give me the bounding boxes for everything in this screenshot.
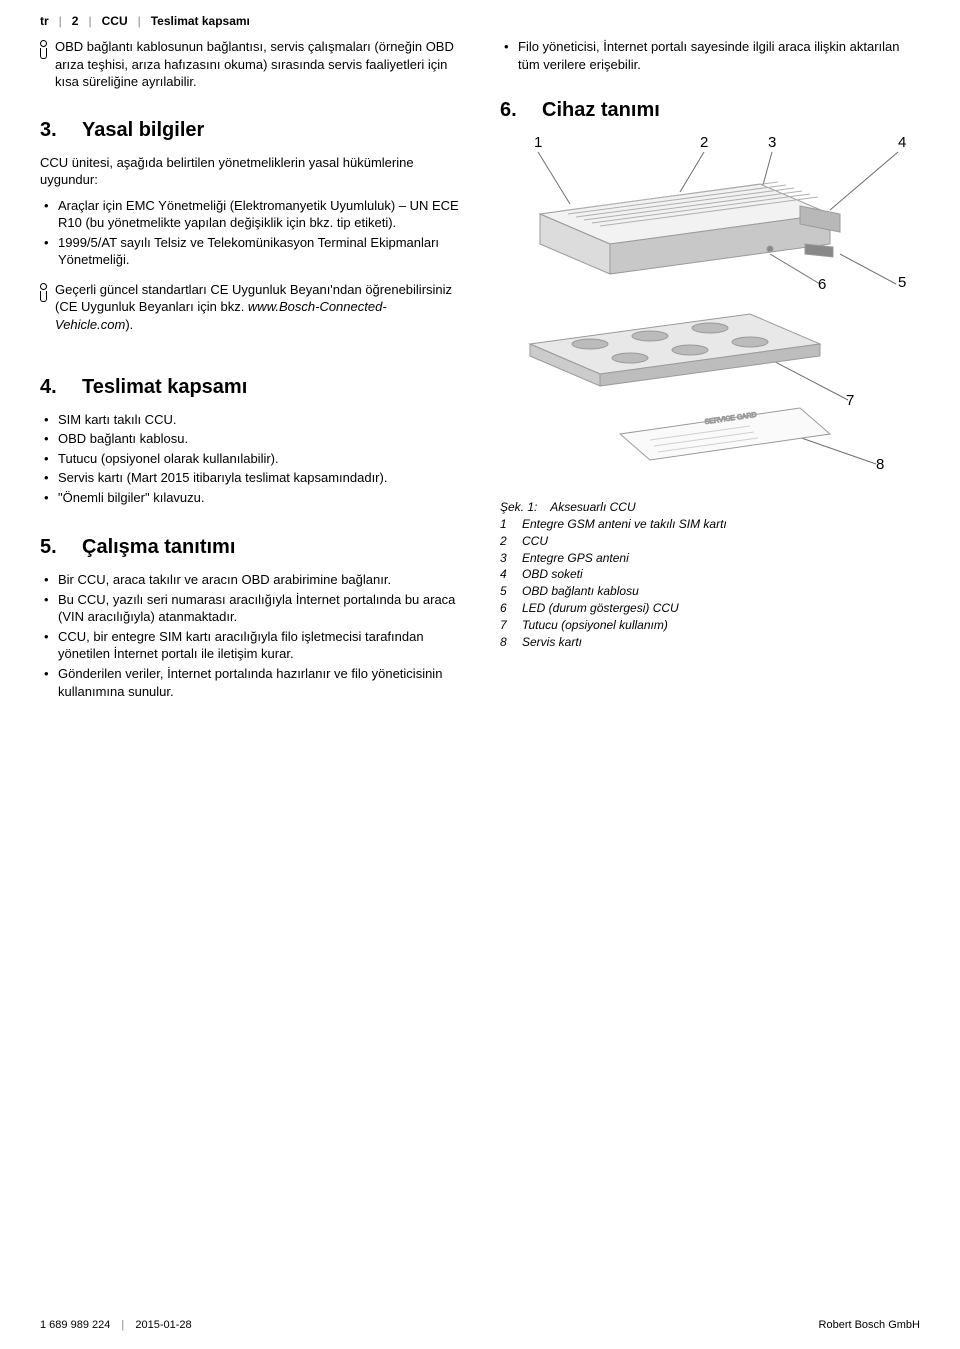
legend-row: 5 OBD bağlantı kablosu xyxy=(500,583,920,600)
legend-num: 4 xyxy=(500,566,514,583)
device-diagram: 1 2 3 4 5 6 7 8 xyxy=(500,134,920,494)
legend-text: LED (durum göstergesi) CCU xyxy=(522,600,679,617)
legend-text: Entegre GPS anteni xyxy=(522,550,629,567)
figure-legend: 1Entegre GSM anteni ve takılı SIM kartı … xyxy=(500,516,920,650)
callout-8: 8 xyxy=(876,456,884,473)
legend-num: 1 xyxy=(500,516,514,533)
footer-date: 2015-01-28 xyxy=(135,1319,191,1331)
section-4-list: SIM kartı takılı CCU. OBD bağlantı kablo… xyxy=(40,411,460,507)
legend-text: Tutucu (opsiyonel kullanım) xyxy=(522,617,668,634)
diagram-svg: SERVICE CARD xyxy=(500,134,920,494)
section-title: Çalışma tanıtımı xyxy=(82,536,235,558)
legend-num: 6 xyxy=(500,600,514,617)
callout-1: 1 xyxy=(534,134,542,151)
section-title: Cihaz tanımı xyxy=(542,99,660,121)
legend-row: 8 Servis kartı xyxy=(500,634,920,651)
header-lang: tr xyxy=(40,14,49,28)
breadcrumb: tr | 2 | CCU | Teslimat kapsamı xyxy=(20,0,920,38)
section-5-list: Bir CCU, araca takılır ve aracın OBD ara… xyxy=(40,571,460,700)
separator: | xyxy=(121,1319,124,1331)
section-3-list: Araçlar için EMC Yönetmeliği (Elektroman… xyxy=(40,197,460,269)
list-item: Gönderilen veriler, İnternet portalında … xyxy=(40,665,460,700)
legend-num: 7 xyxy=(500,617,514,634)
legend-row: 7 Tutucu (opsiyonel kullanım) xyxy=(500,617,920,634)
separator: | xyxy=(88,14,91,28)
legend-num: 2 xyxy=(500,533,514,550)
legend-text: OBD soketi xyxy=(522,566,583,583)
footer-right: Robert Bosch GmbH xyxy=(819,1319,920,1331)
figure-caption: Şek. 1: Aksesuarlı CCU xyxy=(500,500,920,514)
section-title: Teslimat kapsamı xyxy=(82,376,247,398)
right-column: Filo yöneticisi, İnternet portalı sayesi… xyxy=(500,38,920,712)
callout-7: 7 xyxy=(846,392,854,409)
legend-row: 3 Entegre GPS anteni xyxy=(500,550,920,567)
section-title: Yasal bilgiler xyxy=(82,119,204,141)
header-product: CCU xyxy=(102,14,128,28)
footer-left: 1 689 989 224 | 2015-01-28 xyxy=(40,1319,192,1331)
callout-3: 3 xyxy=(768,134,776,151)
list-item: Tutucu (opsiyonel olarak kullanılabilir)… xyxy=(40,450,460,468)
section-6-heading: 6.Cihaz tanımı xyxy=(500,99,920,122)
separator: | xyxy=(138,14,141,28)
legend-row: 4 OBD soketi xyxy=(500,566,920,583)
intro-text: OBD bağlantı kablosunun bağlantısı, serv… xyxy=(55,38,460,91)
section-number: 3. xyxy=(40,119,82,142)
legend-num: 8 xyxy=(500,634,514,651)
section-3-heading: 3.Yasal bilgiler xyxy=(40,119,460,142)
header-page: 2 xyxy=(72,14,79,28)
info-note: i OBD bağlantı kablosunun bağlantısı, se… xyxy=(40,38,460,99)
legend-row: 1 Entegre GSM anteni ve takılı SIM kartı xyxy=(500,516,920,533)
footer-doc-id: 1 689 989 224 xyxy=(40,1319,110,1331)
figure-caption-text: Aksesuarlı CCU xyxy=(550,500,635,514)
list-item: Servis kartı (Mart 2015 itibarıyla tesli… xyxy=(40,469,460,487)
legend-num: 5 xyxy=(500,583,514,600)
section-number: 6. xyxy=(500,99,542,122)
list-item: "Önemli bilgiler" kılavuzu. xyxy=(40,489,460,507)
list-item: CCU, bir entegre SIM kartı aracılığıyla … xyxy=(40,628,460,663)
section-number: 5. xyxy=(40,536,82,559)
right-top-list: Filo yöneticisi, İnternet portalı sayesi… xyxy=(500,38,920,73)
list-item: Bir CCU, araca takılır ve aracın OBD ara… xyxy=(40,571,460,589)
callout-5: 5 xyxy=(898,274,906,291)
legend-text: Entegre GSM anteni ve takılı SIM kartı xyxy=(522,516,727,533)
legend-text: OBD bağlantı kablosu xyxy=(522,583,639,600)
callout-4: 4 xyxy=(898,134,906,151)
left-column: i OBD bağlantı kablosunun bağlantısı, se… xyxy=(40,38,460,712)
footer: 1 689 989 224 | 2015-01-28 Robert Bosch … xyxy=(40,1319,920,1331)
list-item: Bu CCU, yazılı seri numarası aracılığıyl… xyxy=(40,591,460,626)
header-section: Teslimat kapsamı xyxy=(151,14,250,28)
two-column-layout: i OBD bağlantı kablosunun bağlantısı, se… xyxy=(40,38,920,712)
callout-6: 6 xyxy=(818,276,826,293)
figure-label: Şek. 1: xyxy=(500,500,537,514)
info-icon: i xyxy=(40,40,47,59)
legend-text: CCU xyxy=(522,533,548,550)
page: tr | 2 | CCU | Teslimat kapsamı i OBD ba… xyxy=(0,0,960,1349)
section-number: 4. xyxy=(40,376,82,399)
info-note: i Geçerli güncel standartları CE Uygunlu… xyxy=(40,281,460,342)
section-3-note: Geçerli güncel standartları CE Uygunluk … xyxy=(55,281,460,334)
separator: | xyxy=(59,14,62,28)
legend-text: Servis kartı xyxy=(522,634,582,651)
callout-2: 2 xyxy=(700,134,708,151)
list-item: OBD bağlantı kablosu. xyxy=(40,430,460,448)
section-5-heading: 5.Çalışma tanıtımı xyxy=(40,536,460,559)
info-icon: i xyxy=(40,283,47,302)
note-text: ). xyxy=(125,317,133,332)
list-item: SIM kartı takılı CCU. xyxy=(40,411,460,429)
list-item: Araçlar için EMC Yönetmeliği (Elektroman… xyxy=(40,197,460,232)
section-4-heading: 4.Teslimat kapsamı xyxy=(40,376,460,399)
list-item: Filo yöneticisi, İnternet portalı sayesi… xyxy=(500,38,920,73)
legend-row: 6 LED (durum göstergesi) CCU xyxy=(500,600,920,617)
legend-num: 3 xyxy=(500,550,514,567)
section-3-lead: CCU ünitesi, aşağıda belirtilen yönetmel… xyxy=(40,154,460,189)
legend-row: 2 CCU xyxy=(500,533,920,550)
list-item: 1999/5/AT sayılı Telsiz ve Telekomünikas… xyxy=(40,234,460,269)
